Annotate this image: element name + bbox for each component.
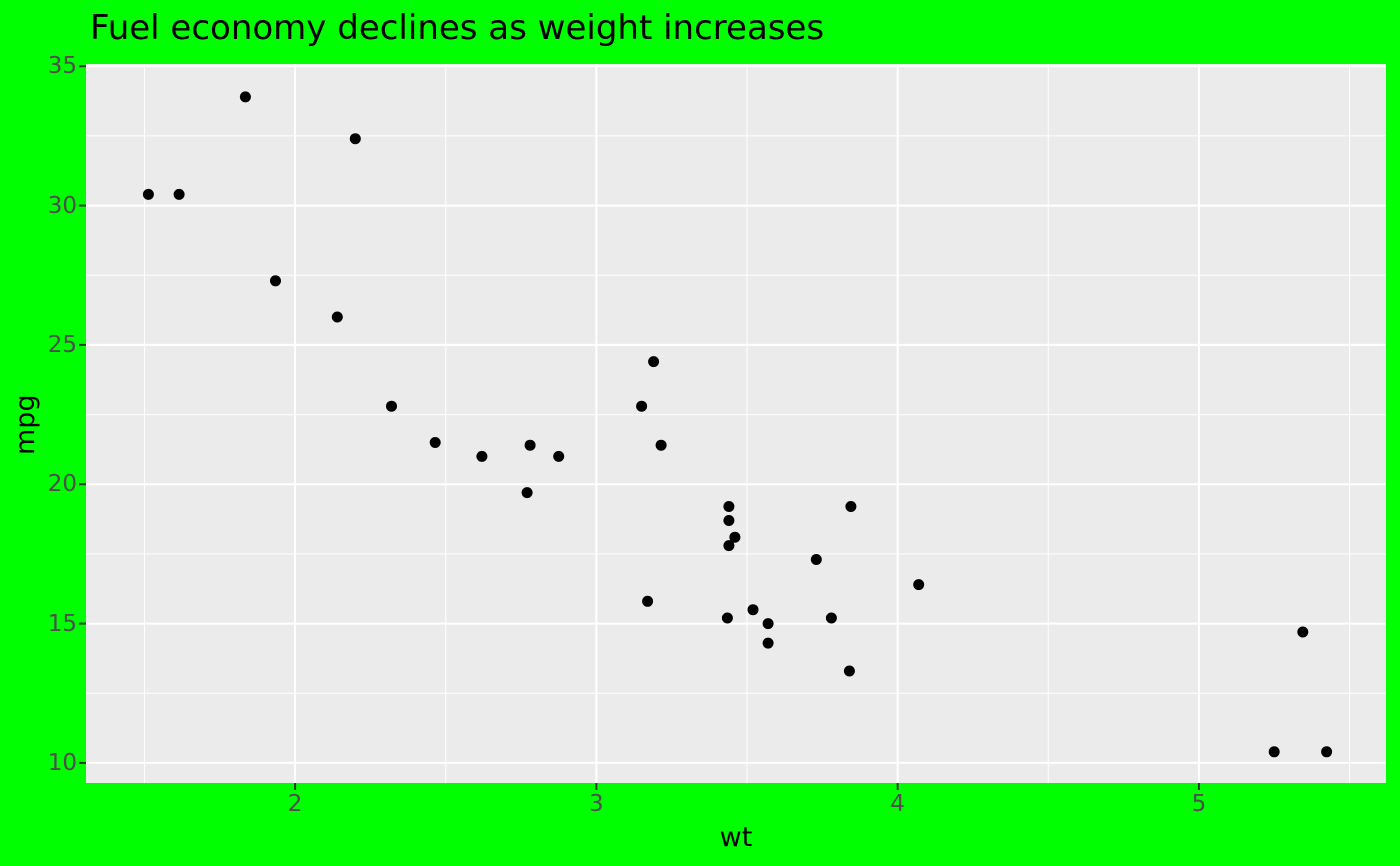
y-tick-label: 15 [47,610,77,637]
x-axis-title: wt [719,822,753,853]
y-axis-title: mpg [10,394,41,455]
plot-panel [86,64,1386,783]
y-tick-label: 30 [47,192,77,219]
x-tick-label: 2 [287,791,303,817]
y-tick-label: 20 [47,471,77,498]
y-tick-label: 10 [47,749,77,776]
chart-title: Fuel economy declines as weight increase… [90,8,825,48]
y-tick-label: 25 [47,331,77,358]
x-tick-label: 3 [589,791,604,817]
x-tick-label: 4 [890,791,905,817]
x-tick-label: 5 [1191,791,1207,817]
y-tick-label: 35 [47,53,77,80]
